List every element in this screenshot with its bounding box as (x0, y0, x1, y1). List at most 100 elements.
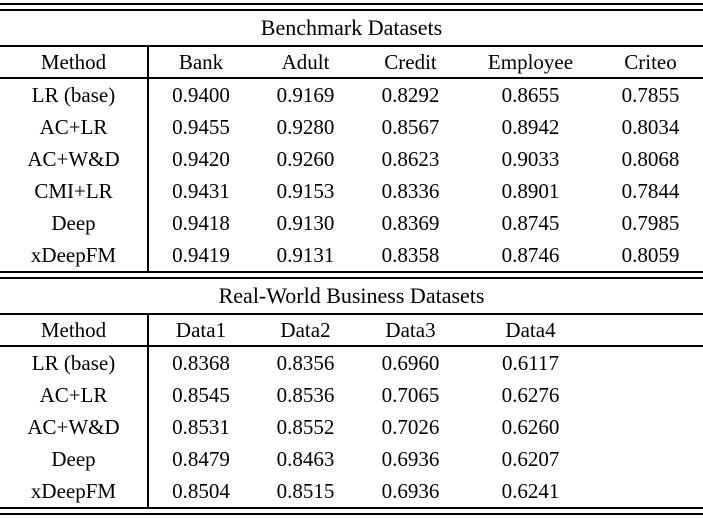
table-row: AC+LR 0.9455 0.9280 0.8567 0.8942 0.8034 (0, 111, 703, 143)
empty-cell (598, 346, 703, 379)
table-row: LR (base) 0.8368 0.8356 0.6960 0.6117 (0, 346, 703, 379)
value-cell: 0.8901 (501, 178, 560, 203)
dataset-column-header: Data1 (148, 314, 253, 347)
value-cell: 0.9420 (172, 146, 230, 171)
value-cell: 0.7855 (621, 82, 680, 107)
empty-cell (598, 411, 703, 443)
table-row: Deep 0.8479 0.8463 0.6936 0.6207 (0, 443, 703, 475)
method-cell: CMI+LR (0, 175, 149, 207)
value-cell: 0.6936 (381, 446, 440, 471)
method-cell: AC+LR (0, 379, 149, 411)
value-cell: 0.6276 (501, 382, 560, 407)
value-cell: 0.8479 (172, 446, 230, 471)
method-cell: AC+W&D (0, 411, 149, 443)
dataset-column-header: Data4 (463, 314, 598, 347)
value-cell: 0.8745 (501, 210, 560, 235)
value-cell: 0.7065 (381, 382, 440, 407)
empty-cell (598, 443, 703, 475)
value-cell: 0.8463 (276, 446, 335, 471)
method-cell: AC+LR (0, 111, 149, 143)
value-cell: 0.9455 (172, 114, 230, 139)
method-cell: Deep (0, 207, 149, 239)
method-column-header: Method (0, 314, 149, 347)
value-cell: 0.6960 (381, 350, 440, 375)
method-cell: xDeepFM (0, 475, 149, 507)
dataset-column-header: Adult (253, 46, 358, 79)
value-cell: 0.7985 (621, 210, 680, 235)
value-cell: 0.9033 (501, 146, 560, 171)
value-cell: 0.8746 (501, 242, 560, 267)
empty-column-header (598, 314, 703, 347)
column-header-row: Method Data1 Data2 Data3 Data4 (0, 314, 703, 347)
value-cell: 0.8358 (381, 242, 440, 267)
value-cell: 0.9418 (172, 210, 230, 235)
value-cell: 0.8369 (381, 210, 440, 235)
value-cell: 0.8623 (381, 146, 440, 171)
value-cell: 0.8356 (276, 350, 335, 375)
value-cell: 0.8059 (621, 242, 680, 267)
value-cell: 0.9431 (172, 178, 230, 203)
empty-cell (598, 475, 703, 507)
value-cell: 0.9400 (172, 82, 230, 107)
value-cell: 0.9131 (276, 242, 335, 267)
table-title-row: Benchmark Datasets (0, 11, 703, 47)
dataset-column-header: Employee (463, 46, 598, 79)
value-cell: 0.6260 (501, 414, 560, 439)
value-cell: 0.9419 (172, 242, 230, 267)
method-column-header: Method (0, 46, 149, 79)
table-title: Benchmark Datasets (0, 11, 703, 47)
table-row: xDeepFM 0.8504 0.8515 0.6936 0.6241 (0, 475, 703, 507)
value-cell: 0.9153 (276, 178, 335, 203)
method-cell: xDeepFM (0, 239, 149, 271)
bottom-double-rule (0, 507, 703, 515)
value-cell: 0.6117 (502, 350, 559, 375)
value-cell: 0.9280 (276, 114, 335, 139)
value-cell: 0.8536 (276, 382, 335, 407)
table-row: AC+W&D 0.8531 0.8552 0.7026 0.6260 (0, 411, 703, 443)
value-cell: 0.6241 (501, 478, 560, 503)
dataset-column-header: Credit (358, 46, 463, 79)
value-cell: 0.9260 (276, 146, 335, 171)
middle-double-rule (0, 271, 703, 279)
value-cell: 0.8942 (501, 114, 560, 139)
value-cell: 0.8552 (276, 414, 335, 439)
method-cell: LR (base) (0, 346, 149, 379)
value-cell: 0.8034 (621, 114, 680, 139)
dataset-column-header: Criteo (598, 46, 703, 79)
benchmark-datasets-table: Benchmark Datasets Method Bank Adult Credit E… (0, 11, 703, 271)
value-cell: 0.8336 (381, 178, 440, 203)
business-datasets-table: Real-World Business Datasets Method Data1 D… (0, 279, 703, 507)
value-cell: 0.8368 (172, 350, 230, 375)
table-row: CMI+LR 0.9431 0.9153 0.8336 0.8901 0.7844 (0, 175, 703, 207)
value-cell: 0.8068 (621, 146, 680, 171)
table-row: AC+W&D 0.9420 0.9260 0.8623 0.9033 0.8068 (0, 143, 703, 175)
method-cell: LR (base) (0, 78, 149, 111)
table-row: xDeepFM 0.9419 0.9131 0.8358 0.8746 0.8059 (0, 239, 703, 271)
table-row: Deep 0.9418 0.9130 0.8369 0.8745 0.7985 (0, 207, 703, 239)
column-header-row: Method Bank Adult Credit Employee Criteo (0, 46, 703, 79)
method-cell: Deep (0, 443, 149, 475)
value-cell: 0.8504 (172, 478, 230, 503)
value-cell: 0.8655 (501, 82, 560, 107)
value-cell: 0.7844 (621, 178, 680, 203)
value-cell: 0.8292 (381, 82, 440, 107)
value-cell: 0.8567 (381, 114, 440, 139)
value-cell: 0.9130 (276, 210, 335, 235)
table-row: AC+LR 0.8545 0.8536 0.7065 0.6276 (0, 379, 703, 411)
value-cell: 0.6207 (501, 446, 560, 471)
empty-cell (598, 379, 703, 411)
value-cell: 0.6936 (381, 478, 440, 503)
value-cell: 0.7026 (381, 414, 440, 439)
value-cell: 0.9169 (276, 82, 335, 107)
table-title: Real-World Business Datasets (0, 279, 703, 315)
method-cell: AC+W&D (0, 143, 149, 175)
table-title-row: Real-World Business Datasets (0, 279, 703, 315)
value-cell: 0.8515 (276, 478, 335, 503)
dataset-column-header: Data2 (253, 314, 358, 347)
table-row: LR (base) 0.9400 0.9169 0.8292 0.8655 0.7855 (0, 78, 703, 111)
value-cell: 0.8545 (172, 382, 230, 407)
dataset-column-header: Bank (148, 46, 253, 79)
top-double-rule (0, 3, 703, 11)
dataset-column-header: Data3 (358, 314, 463, 347)
